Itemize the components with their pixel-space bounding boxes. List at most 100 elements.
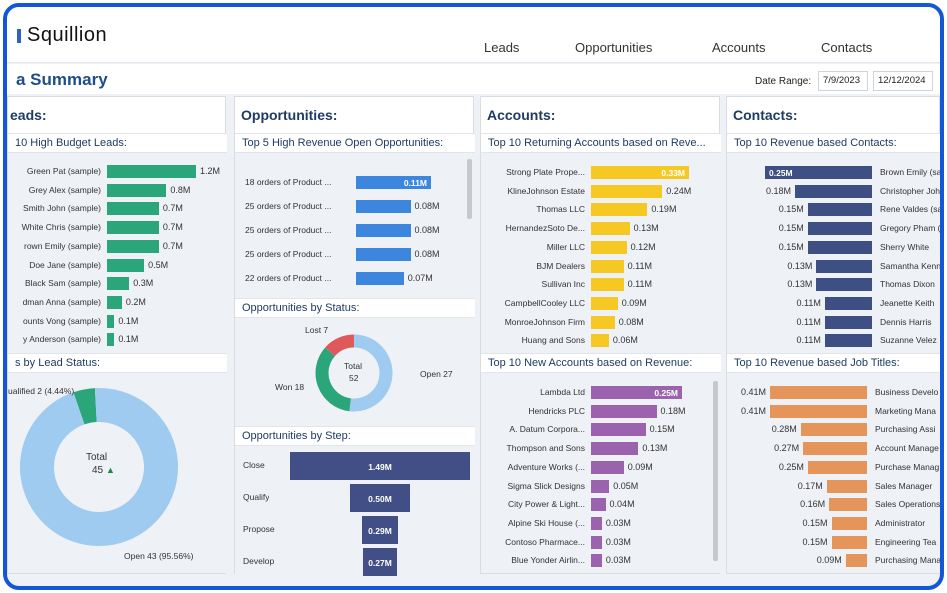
bar[interactable] [591, 278, 624, 292]
bar[interactable] [816, 278, 872, 292]
bar[interactable] [591, 259, 624, 273]
bar[interactable] [765, 166, 872, 179]
bar-label: Rene Valdes (sa [880, 204, 942, 215]
donut-slice-qualified[interactable] [73, 388, 98, 425]
bar[interactable] [107, 202, 159, 216]
bar[interactable] [845, 554, 867, 568]
bar[interactable] [816, 259, 872, 273]
bar-label: Green Pat (sample) [26, 166, 101, 176]
bar[interactable] [591, 203, 648, 217]
bar[interactable] [107, 165, 196, 178]
bar[interactable] [770, 386, 867, 399]
bar-label: Account Manage [875, 443, 939, 454]
bar-label: Thomas Dixon [880, 279, 935, 290]
bar[interactable] [831, 535, 867, 549]
bar-value: 0.17M [797, 480, 823, 491]
date-from-input[interactable]: 7/9/2023 [818, 71, 868, 91]
bar[interactable] [356, 248, 411, 261]
funnel-bar[interactable] [290, 452, 470, 480]
date-to-input[interactable]: 12/12/2024 [873, 71, 933, 91]
funnel-bar[interactable] [362, 516, 398, 544]
bar[interactable] [591, 386, 682, 399]
opps-top-chart: 18 orders of Product ... 0.11M 25 orders o… [235, 153, 475, 298]
bar-label: Huang and Sons [521, 335, 585, 346]
bar[interactable] [107, 333, 115, 347]
donut-slice-open[interactable] [20, 388, 178, 546]
bar[interactable] [591, 222, 630, 236]
bar[interactable] [107, 277, 130, 291]
donut-slice-lost[interactable] [325, 334, 355, 357]
bar[interactable] [829, 498, 867, 512]
bar[interactable] [794, 184, 872, 198]
bar[interactable] [800, 423, 867, 437]
bar[interactable] [591, 240, 627, 254]
bar[interactable] [831, 516, 867, 530]
funnel-value: 0.50M [368, 494, 392, 504]
bar[interactable] [591, 460, 624, 474]
bar[interactable] [107, 295, 122, 309]
bar[interactable] [591, 554, 602, 568]
bar[interactable] [356, 176, 431, 189]
bar-label: Samantha Kenn [880, 260, 941, 271]
nav-accounts[interactable]: Accounts [712, 40, 766, 55]
bar[interactable] [826, 479, 867, 493]
bar[interactable] [591, 184, 663, 198]
bar[interactable] [107, 221, 159, 235]
donut-slice-won[interactable] [315, 347, 352, 412]
bar-value: 0.08M [618, 316, 644, 327]
bar[interactable] [770, 404, 867, 418]
bar-value: 1.2M [200, 166, 221, 176]
bar-label: Suzanne Velez [880, 335, 937, 346]
bar[interactable] [591, 423, 646, 437]
bar[interactable] [824, 334, 872, 348]
bar-label: Smith John (sample) [23, 203, 101, 214]
app-logo[interactable]: Squillion [17, 24, 107, 47]
bar[interactable] [107, 258, 145, 272]
bar[interactable] [591, 479, 610, 493]
bar-label: Christopher Joh [880, 185, 941, 196]
nav-opportunities[interactable]: Opportunities [575, 40, 653, 55]
accounts-new-scrollbar[interactable] [713, 381, 718, 561]
bar[interactable] [824, 296, 872, 310]
funnel-bar[interactable] [363, 548, 397, 576]
bar-label: Black Sam (sample) [24, 278, 101, 289]
funnel-bar[interactable] [349, 484, 411, 512]
bar[interactable] [107, 183, 167, 197]
bar-label: BJM Dealers [536, 260, 585, 271]
bar[interactable] [803, 442, 867, 456]
bar[interactable] [107, 314, 115, 328]
bar[interactable] [591, 442, 639, 456]
contacts-title: Contacts: [733, 107, 798, 123]
nav-leads[interactable]: Leads [484, 40, 520, 55]
bar[interactable] [591, 404, 657, 418]
donut-slice-open[interactable] [349, 334, 393, 412]
bar[interactable] [356, 272, 404, 285]
donut-total-value: 52 [349, 373, 359, 383]
opportunities-title: Opportunities: [241, 107, 338, 123]
opps-top-scrollbar[interactable] [467, 159, 472, 219]
nav-contacts[interactable]: Contacts [821, 40, 873, 55]
bar[interactable] [824, 315, 872, 329]
bar-label: 18 orders of Product ... [245, 177, 332, 187]
bar[interactable] [591, 296, 618, 310]
bar[interactable] [591, 535, 602, 549]
bar-value: 0.41M [740, 387, 766, 397]
bar-label: ounts Vong (sample) [23, 315, 101, 326]
bar[interactable] [807, 460, 867, 474]
bar[interactable] [356, 200, 411, 213]
bar[interactable] [591, 516, 602, 530]
bar-label: Lambda Ltd [540, 387, 585, 397]
bar-label: dman Anna (sample) [22, 296, 101, 307]
bar[interactable] [807, 222, 872, 236]
bar[interactable] [591, 334, 609, 348]
bar[interactable] [807, 240, 872, 254]
bar[interactable] [591, 498, 606, 512]
bar[interactable] [591, 166, 689, 179]
bar[interactable] [807, 203, 872, 217]
bar-value: 0.8M [170, 184, 191, 195]
bar[interactable] [591, 315, 615, 329]
funnel-value: 0.27M [368, 558, 392, 568]
bar[interactable] [107, 239, 159, 253]
bar-label: Grey Alex (sample) [28, 184, 101, 195]
bar[interactable] [356, 224, 411, 237]
